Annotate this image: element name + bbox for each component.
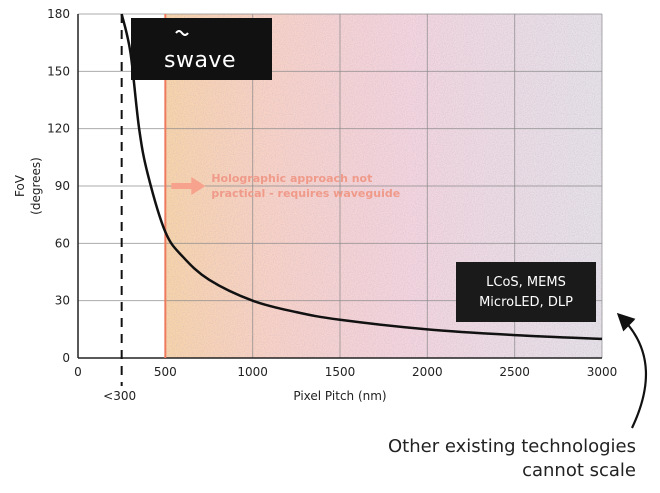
y-tick-labels: 0 30 60 90 120 150 180	[47, 7, 70, 365]
brand-logo: swave	[131, 18, 272, 80]
y-axis-title-line-1: FoV	[13, 174, 27, 197]
x-tick-label: 2000	[412, 365, 443, 379]
callout-arrow-icon	[171, 177, 206, 195]
brand-name: swave	[164, 48, 236, 73]
x-tick-label: 2500	[499, 365, 530, 379]
tech-box-line-1: LCoS, MEMS	[486, 275, 566, 290]
x-axis-title: Pixel Pitch (nm)	[293, 389, 386, 403]
fov-curve	[120, 13, 603, 341]
wave-logo-icon	[175, 30, 189, 36]
x-tick-label: 0	[74, 365, 82, 379]
y-tick-label: 60	[55, 236, 70, 250]
callout: Holographic approach not practical - req…	[171, 172, 400, 200]
y-tick-label: 90	[55, 179, 70, 193]
x-tick-label: 1500	[325, 365, 356, 379]
y-axis-title-line-2: (degrees)	[29, 157, 43, 215]
tech-box: LCoS, MEMS MicroLED, DLP	[456, 262, 596, 322]
x-tick-label: 1000	[237, 365, 268, 379]
x-tick-label: 3000	[587, 365, 618, 379]
y-tick-label: 0	[62, 351, 70, 365]
callout-text-line-2: practical - requires waveguide	[211, 187, 400, 200]
y-tick-label: 120	[47, 122, 70, 136]
y-tick-label: 180	[47, 7, 70, 21]
tech-box-line-2: MicroLED, DLP	[479, 295, 573, 310]
callout-text-line-1: Holographic approach not	[211, 172, 372, 185]
y-tick-label: 150	[47, 64, 70, 78]
caption-curved-arrow-icon	[616, 312, 647, 429]
caption-line-2: cannot scale	[522, 460, 636, 481]
y-tick-label: 30	[55, 294, 70, 308]
x-tick-labels: 0 500 1000 1500 2000 2500 3000	[74, 365, 617, 379]
caption-line-1: Other existing technologies	[388, 436, 636, 457]
threshold-label: <300	[103, 389, 136, 403]
x-tick-label: 500	[154, 365, 177, 379]
